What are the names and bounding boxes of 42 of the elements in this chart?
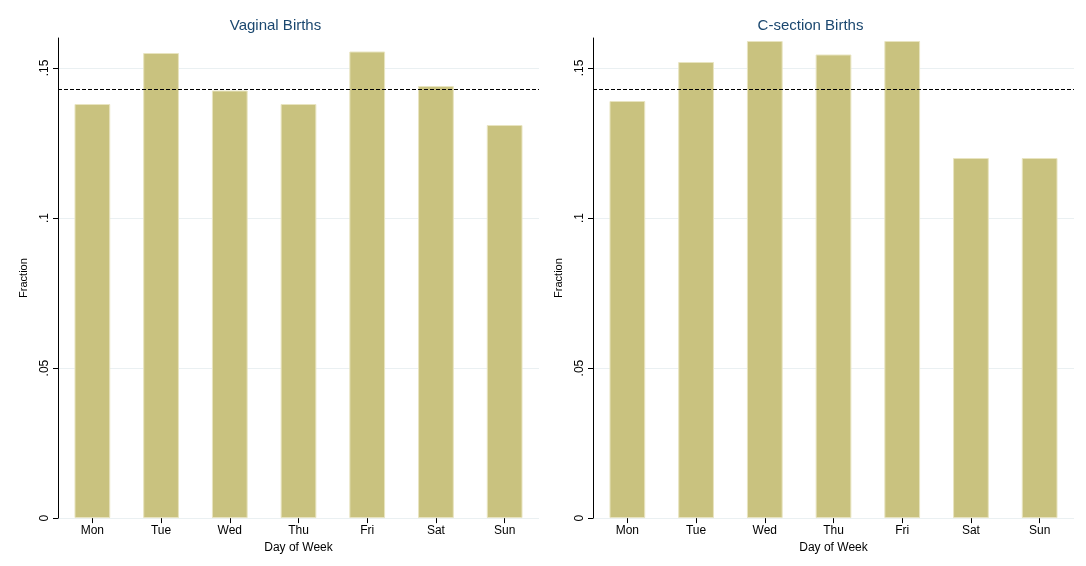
y-tick-label: .1 [37,212,51,224]
bar [815,54,852,519]
bar [746,41,783,519]
bar [884,41,921,519]
x-tick-label: Fri [895,523,910,538]
y-tick-label: 0 [572,514,586,522]
y-tick-label: .05 [572,359,586,377]
x-tick-label: Wed [217,523,243,538]
x-tick-label: Sun [493,523,516,538]
x-tick-label: Mon [615,523,640,538]
chart-title: Vaginal Births [229,16,322,33]
y-tick-label: .15 [37,59,51,77]
bar [418,86,454,519]
y-tick-label: .15 [572,59,586,77]
bar [953,158,989,519]
bar [678,62,714,519]
y-tick-label: .05 [37,359,51,377]
bar [211,90,248,519]
bar [143,53,179,519]
y-tick-label: 0 [37,514,51,522]
x-tick-label: Wed [752,523,778,538]
bar [486,125,523,519]
bar [74,104,111,519]
bar [1021,158,1058,519]
x-tick-label: Tue [150,523,172,538]
y-axis-title: Fraction [16,258,29,298]
y-axis-title: Fraction [551,258,564,298]
x-tick-label: Tue [685,523,707,538]
x-tick-label: Fri [360,523,375,538]
x-axis-title: Day of Week [799,540,869,554]
bar [349,51,386,519]
x-tick-label: Sat [961,523,981,538]
x-axis-title: Day of Week [264,540,334,554]
bar [609,101,646,519]
x-tick-label: Thu [288,523,309,538]
chart-title: C-section Births [757,16,864,33]
y-tick-label: .1 [572,212,586,224]
x-tick-label: Thu [823,523,844,538]
bar [280,104,317,519]
x-tick-label: Sat [426,523,446,538]
x-tick-label: Mon [80,523,105,538]
x-tick-label: Sun [1028,523,1051,538]
